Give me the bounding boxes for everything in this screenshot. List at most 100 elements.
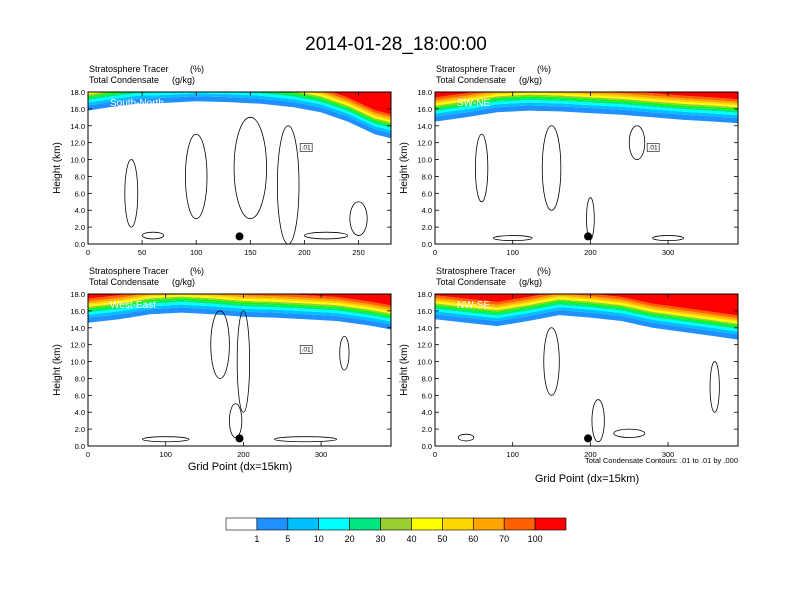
y-tick-label: 10.0 bbox=[417, 358, 432, 367]
tracer-band-5 bbox=[435, 94, 738, 109]
y-tick-label: 16.0 bbox=[70, 307, 85, 316]
condensate-contour bbox=[304, 231, 349, 240]
panel-subtitle-condensate-unit: (g/kg) bbox=[519, 277, 542, 287]
y-tick-label: 6.0 bbox=[422, 189, 432, 198]
condensate-contour bbox=[586, 197, 595, 241]
tracer-band-4 bbox=[88, 298, 391, 317]
tracer-band-1 bbox=[88, 93, 391, 134]
panel-subtitle-tracer: Stratosphere Tracer bbox=[436, 64, 516, 74]
panel-subtitle-tracer: Stratosphere Tracer bbox=[436, 266, 516, 276]
condensate-contour bbox=[339, 335, 350, 371]
tracer-band-10 bbox=[331, 92, 391, 115]
x-tick-label: 300 bbox=[662, 248, 675, 257]
y-tick-label: 14.0 bbox=[417, 122, 432, 131]
tracer-band-7 bbox=[88, 294, 391, 312]
x-tick-label: 50 bbox=[138, 248, 146, 257]
x-tick-label: 200 bbox=[237, 450, 250, 459]
condensate-contour bbox=[274, 436, 338, 443]
y-tick-label: 0.0 bbox=[75, 240, 85, 249]
contour-label: .01 bbox=[649, 144, 658, 151]
condensate-contour bbox=[474, 133, 489, 203]
colorbar-label: 5 bbox=[285, 534, 290, 544]
colorbar: 1 5 10 20 30 40 50 60 70 100 bbox=[225, 517, 567, 544]
y-tick-label: 0.0 bbox=[422, 240, 432, 249]
y-tick-label: 10.0 bbox=[417, 156, 432, 165]
x-tick-label: 200 bbox=[584, 450, 597, 459]
colorbar-label: 20 bbox=[345, 534, 355, 544]
condensate-contour bbox=[628, 125, 646, 160]
x-tick-label: 100 bbox=[506, 450, 519, 459]
y-tick-label: 4.0 bbox=[422, 206, 432, 215]
condensate-contour bbox=[709, 361, 720, 413]
tracer-band-9 bbox=[88, 294, 391, 308]
y-tick-label: 16.0 bbox=[417, 105, 432, 114]
y-tick-label: 2.0 bbox=[422, 425, 432, 434]
panel-subtitle-tracer-unit: (%) bbox=[190, 266, 204, 276]
panel-subtitle-condensate: Total Condensate bbox=[436, 277, 506, 287]
plot-area: South-North .01 0.0 2.0 4.0 6.0 8.0 10.0 12.0 14.… bbox=[70, 88, 392, 257]
condensate-contour bbox=[124, 159, 139, 228]
x-axis-label-left: Grid Point (dx=15km) bbox=[188, 461, 292, 473]
panel-sw-ne: Stratosphere Tracer (%) Total Condensate… bbox=[399, 64, 739, 257]
y-axis-label: Height (km) bbox=[52, 344, 63, 396]
panel-label: SW-NE bbox=[457, 98, 490, 109]
colorbar-swatch bbox=[503, 517, 536, 531]
colorbar-label: 60 bbox=[468, 534, 478, 544]
contour-label: .01 bbox=[302, 346, 311, 353]
y-tick-label: 16.0 bbox=[70, 105, 85, 114]
x-axis-label-right: Grid Point (dx=15km) bbox=[535, 473, 639, 485]
contour-label-box bbox=[646, 143, 660, 152]
colorbar-swatch bbox=[256, 517, 289, 531]
y-tick-label: 0.0 bbox=[75, 442, 85, 451]
tracer-band-6 bbox=[435, 92, 738, 108]
tracer-band-10 bbox=[88, 294, 391, 306]
y-tick-label: 18.0 bbox=[417, 290, 432, 299]
y-tick-label: 14.0 bbox=[417, 324, 432, 333]
plot-frame bbox=[434, 91, 739, 245]
x-tick-label: 0 bbox=[86, 248, 90, 257]
tracer-band-1 bbox=[435, 307, 738, 335]
colorbar-swatch bbox=[380, 517, 412, 531]
colorbar-swatch bbox=[318, 517, 350, 531]
location-marker bbox=[584, 232, 593, 241]
colorbar-swatch bbox=[225, 517, 258, 531]
tracer-band-8 bbox=[316, 92, 391, 119]
colorbar-swatch bbox=[442, 517, 474, 531]
y-axis-label: Height (km) bbox=[399, 142, 410, 194]
x-tick-label: 0 bbox=[433, 450, 437, 459]
x-tick-label: 200 bbox=[298, 248, 311, 257]
y-axis-label: Height (km) bbox=[399, 344, 410, 396]
condensate-contour bbox=[236, 310, 251, 413]
condensate-contour bbox=[184, 133, 208, 220]
y-tick-label: 8.0 bbox=[75, 374, 85, 383]
y-tick-label: 10.0 bbox=[70, 156, 85, 165]
panel-subtitle-condensate-unit: (g/kg) bbox=[519, 75, 542, 85]
contour-label-box bbox=[299, 345, 313, 354]
tracer-band-5 bbox=[88, 296, 391, 316]
panel-subtitle-condensate: Total Condensate bbox=[89, 277, 159, 287]
colorbar-label: 100 bbox=[528, 534, 543, 544]
location-marker bbox=[235, 434, 244, 443]
x-tick-label: 100 bbox=[190, 248, 203, 257]
location-marker bbox=[235, 232, 244, 241]
panel-label: South-North bbox=[110, 98, 164, 109]
condensate-contour bbox=[349, 201, 368, 236]
y-tick-label: 8.0 bbox=[422, 374, 432, 383]
y-tick-label: 6.0 bbox=[75, 391, 85, 400]
condensate-contour bbox=[210, 310, 230, 379]
y-tick-label: 8.0 bbox=[75, 172, 85, 181]
panel-subtitle-condensate-unit: (g/kg) bbox=[172, 75, 195, 85]
panel-label: West-East bbox=[110, 300, 156, 311]
y-tick-label: 18.0 bbox=[70, 290, 85, 299]
panel-west-east: Stratosphere Tracer (%) Total Condensate… bbox=[52, 266, 392, 459]
tracer-band-4 bbox=[435, 96, 738, 111]
y-tick-label: 12.0 bbox=[70, 341, 85, 350]
panel-label: NW-SE bbox=[457, 300, 490, 311]
x-tick-label: 100 bbox=[159, 450, 172, 459]
y-tick-label: 2.0 bbox=[75, 223, 85, 232]
x-tick-label: 150 bbox=[244, 248, 257, 257]
colorbar-label: 1 bbox=[254, 534, 259, 544]
tracer-band-0 bbox=[435, 105, 738, 124]
y-tick-label: 10.0 bbox=[70, 358, 85, 367]
y-tick-label: 4.0 bbox=[75, 206, 85, 215]
